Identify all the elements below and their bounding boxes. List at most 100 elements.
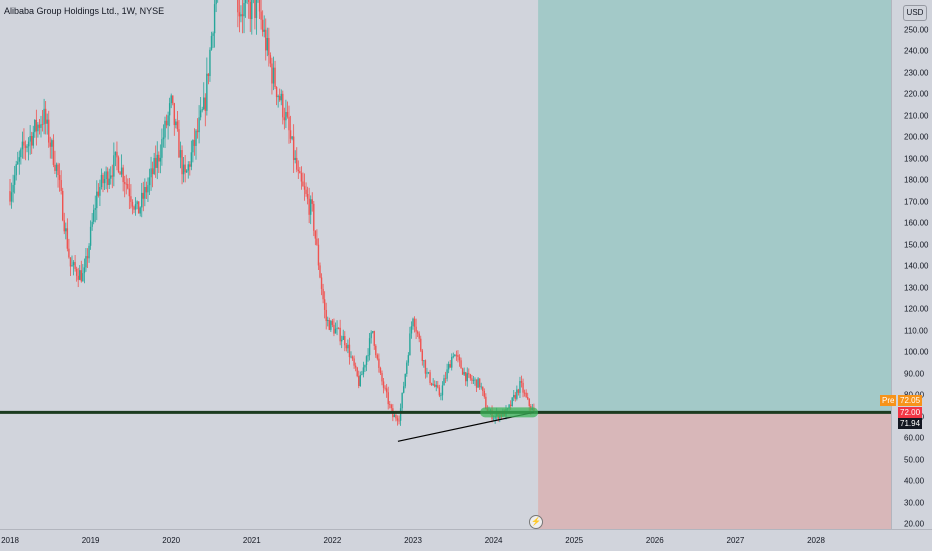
candle-body [128,188,131,197]
candle-body [86,256,89,259]
profit-zone [538,0,891,413]
price-tick-label: 100.00 [904,347,929,357]
candle-body [213,4,216,34]
candle-body [12,184,14,193]
candle-body [427,372,430,374]
candle-body [74,262,76,269]
candle-body [187,164,189,171]
price-tick-label: 50.00 [904,455,925,465]
candle-body [199,110,202,118]
candle-body [57,164,59,176]
candle-body [336,327,338,329]
currency-button[interactable]: USD [903,5,927,21]
time-tick-label: 2023 [404,536,422,545]
candle-body [519,381,521,393]
candle-body [43,108,45,125]
candle-body [509,404,512,407]
candle-body [52,140,55,165]
candle-body [66,228,69,249]
candle-body [474,379,476,381]
candle-body [271,63,273,84]
price-tick-label: 110.00 [904,326,928,336]
candle-body [189,164,191,167]
candle-body [248,0,250,2]
candle-body [409,333,411,356]
time-axis[interactable]: 2018 2019 2020 2021 2022 2023 2024 2025 2026 2027… [0,529,932,551]
candle-body [136,201,138,205]
candle-body [403,386,405,393]
candle-body [356,367,358,377]
candle-body [520,381,523,383]
candle-body [525,392,527,398]
candle-body [261,19,264,32]
candle-body [342,336,344,340]
time-tick-label: 2026 [645,536,664,545]
candle-body [238,12,241,17]
price-tick-label: 210.00 [904,111,929,121]
candle-body [416,331,419,334]
flash-icon[interactable]: ⚡ [529,515,543,529]
price-tick-label: 160.00 [904,218,929,228]
candle-body [311,199,313,204]
price-axis[interactable]: 250.00 240.00 230.00 220.00 210.00 200.00 190.… [891,0,932,529]
time-tick-label: 2025 [565,536,584,545]
candle-body [186,170,188,173]
chart-canvas[interactable] [0,0,891,529]
candle-body [373,331,375,346]
candle-body [344,336,346,346]
candle-body [58,175,61,181]
candle-body [446,369,448,379]
price-tick-label: 230.00 [904,68,929,78]
candle-body [263,29,265,32]
candle-body [46,119,48,124]
candle-body [378,358,380,368]
candle-body [463,372,465,375]
candle-body [71,265,73,267]
candle-body [122,167,124,183]
candle-body [127,183,129,189]
candle-body [32,132,34,146]
candle-body [376,355,379,359]
candle-body [34,119,36,133]
candle-body [269,55,272,64]
candle-body [472,380,475,381]
candle-body [179,150,182,158]
candle-body [347,344,349,349]
candle-body [102,174,104,184]
candle-body [26,146,28,148]
candle-body [437,385,439,388]
candle-body [105,171,107,180]
candle-body [482,386,484,391]
candle-body [286,112,289,117]
chart-plot-area[interactable]: Alibaba Group Holdings Ltd., 1W, NYSE [0,0,891,529]
candle-body [69,257,72,267]
candle-body [190,152,193,167]
candle-body [393,414,396,418]
candle-body [314,230,317,239]
candle-body [316,238,318,245]
time-tick-label: 2020 [162,536,181,545]
time-tick-label: 2019 [81,536,100,545]
candle-body [333,324,335,334]
candle-body [173,103,175,126]
price-tick-label: 60.00 [904,433,925,443]
candle-body [457,354,459,357]
price-tick-label: 140.00 [904,261,929,271]
candle-body [195,130,197,146]
candle-body [528,398,530,407]
candle-body [162,137,165,140]
candle-body [100,174,103,188]
candle-body [404,373,406,387]
price-tick-label: 180.00 [904,175,929,185]
candle-body [415,326,417,332]
candle-body [161,139,163,158]
candle-body [387,392,389,405]
candle-body [23,141,25,146]
candle-body [114,151,117,156]
candle-body [364,364,366,368]
candle-body [164,120,166,138]
candle-body [85,256,87,268]
price-tick-label: 130.00 [904,283,929,293]
highlight-zone [480,407,539,418]
price-label: 72.05 [898,395,923,406]
